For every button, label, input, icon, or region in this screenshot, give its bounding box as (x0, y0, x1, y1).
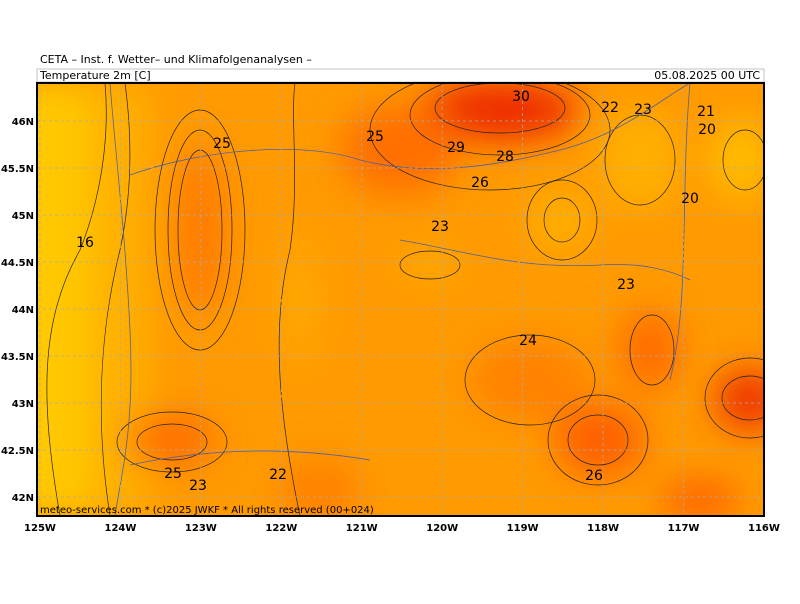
lon-label: 124W (104, 523, 136, 534)
lat-label: 43.5N (1, 352, 34, 363)
lat-label: 44N (12, 305, 34, 316)
contour-label: 20 (698, 122, 716, 138)
lat-label: 44.5N (1, 258, 34, 269)
contour-label: 21 (697, 104, 715, 120)
contours (46, 83, 764, 516)
lon-label: 116W (748, 523, 780, 534)
lon-label: 120W (426, 523, 458, 534)
header-variable: Temperature 2m [C] (39, 69, 151, 82)
lat-label: 45N (12, 211, 34, 222)
contour-label: 23 (431, 219, 449, 235)
contour-label: 16 (76, 235, 94, 251)
contour-label: 23 (189, 478, 207, 494)
lon-label: 118W (587, 523, 619, 534)
grid (37, 83, 764, 516)
contour-label: 25 (213, 136, 231, 152)
contour-label: 26 (471, 175, 489, 191)
lon-label: 125W (24, 523, 56, 534)
map-frame (36, 82, 765, 517)
lon-label: 121W (346, 523, 378, 534)
contour-label: 22 (269, 467, 287, 483)
contour-label: 26 (585, 468, 603, 484)
lat-label: 42N (12, 493, 34, 504)
lat-label: 45.5N (1, 164, 34, 175)
lon-label: 122W (265, 523, 297, 534)
borders (109, 83, 691, 516)
contour-label: 22 (601, 100, 619, 116)
header-title: CETA – Inst. f. Wetter– und Klimafolgena… (40, 53, 312, 66)
contour-label: 28 (496, 149, 514, 165)
contour-label: 23 (634, 102, 652, 118)
footer: meteo-services.com * (c)2025 JWKF * All … (40, 505, 374, 516)
lat-label: 46N (12, 117, 34, 128)
lat-label: 43N (12, 399, 34, 410)
lon-label: 119W (507, 523, 539, 534)
contour-label: 20 (681, 191, 699, 207)
contour-label: 25 (164, 466, 182, 482)
contour-label: 29 (447, 140, 465, 156)
contour-labels: 16 25 25 30 29 28 26 22 23 21 20 20 23 23 24 25 23 22 26 (76, 89, 716, 494)
contour-label: 23 (617, 277, 635, 293)
lat-label: 42.5N (1, 446, 34, 457)
contour-label: 30 (512, 89, 530, 105)
header-datetime: 05.08.2025 00 UTC (654, 69, 760, 82)
field: 16 25 25 30 29 28 26 22 23 21 20 20 23 23 24 25 23 22 26 (37, 83, 764, 516)
lon-label: 123W (185, 523, 217, 534)
contour-label: 24 (519, 333, 537, 349)
contour-label: 25 (366, 129, 384, 145)
lon-label: 117W (668, 523, 700, 534)
axis-labels: 125W 124W 123W 122W 121W 120W 119W 118W 117W 116W… (1, 117, 780, 534)
